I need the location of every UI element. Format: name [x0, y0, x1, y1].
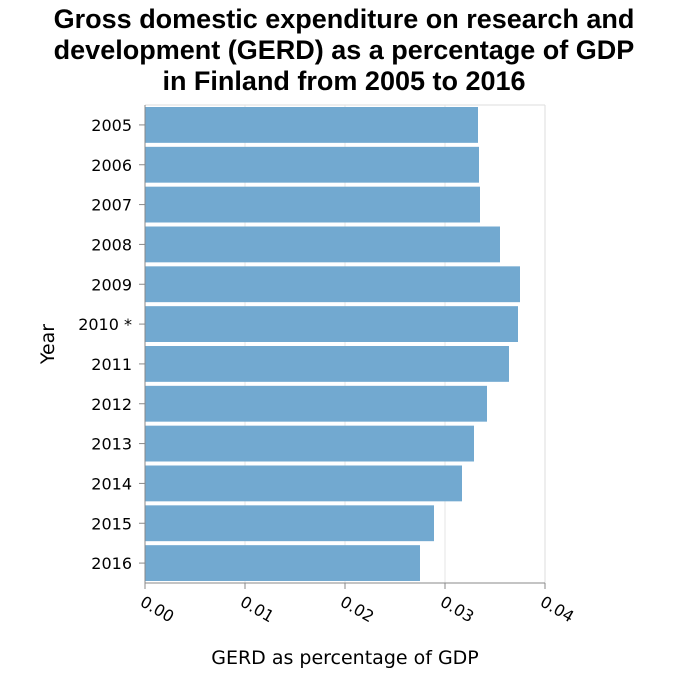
- bar-2007: [145, 186, 480, 223]
- axes: 2005 2006 2007 2008 2009 2010 * 2011 2012 2013 20…: [78, 105, 577, 626]
- y-tick-label: 2014: [91, 474, 132, 493]
- chart-title: Gross domestic expenditure on research a…: [0, 4, 688, 97]
- y-tick-label: 2009: [91, 275, 132, 294]
- y-tick-label: 2013: [91, 435, 132, 454]
- y-tick-label: 2006: [91, 156, 132, 175]
- bar-2005: [145, 107, 478, 143]
- y-axis-title: Year: [37, 324, 59, 365]
- bar-2016: [145, 545, 420, 581]
- y-tick-label: 2010 *: [78, 315, 132, 334]
- bar-2008: [145, 226, 500, 263]
- y-tick-label: 2007: [91, 196, 132, 215]
- bar-2012: [145, 385, 487, 422]
- y-tick-label: 2012: [91, 395, 132, 414]
- y-tick-label: 2005: [91, 116, 132, 135]
- bar-2010: [145, 306, 518, 342]
- bars: [145, 107, 520, 581]
- y-tick-label: 2008: [91, 235, 132, 254]
- y-tick-label: 2011: [91, 355, 132, 374]
- bar-2013: [145, 425, 474, 462]
- bar-2011: [145, 346, 509, 382]
- x-tick-label: 0.01: [237, 592, 277, 626]
- bar-2006: [145, 146, 479, 183]
- y-tick-label: 2016: [91, 554, 132, 573]
- chart-title-line-2: development (GERD) as a percentage of GD…: [53, 35, 635, 65]
- bar-2015: [145, 505, 434, 542]
- y-tick-label: 2015: [91, 514, 132, 533]
- bar-2014: [145, 465, 462, 502]
- x-tick-label: 0.04: [537, 592, 577, 626]
- x-tick-label: 0.00: [137, 592, 177, 626]
- bar-2009: [145, 266, 520, 303]
- x-axis-title: GERD as percentage of GDP: [211, 647, 479, 669]
- chart-title-line-1: Gross domestic expenditure on research a…: [53, 4, 635, 34]
- chart-title-line-3: in Finland from 2005 to 2016: [162, 66, 526, 96]
- x-tick-label: 0.02: [337, 592, 377, 626]
- x-tick-label: 0.03: [437, 592, 477, 626]
